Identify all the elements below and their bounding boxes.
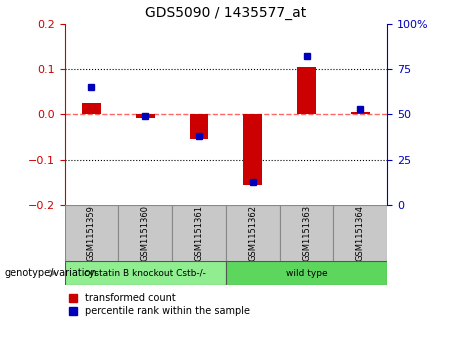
Title: GDS5090 / 1435577_at: GDS5090 / 1435577_at (145, 6, 307, 20)
Text: wild type: wild type (286, 269, 327, 278)
Bar (136, 114, 154, 118)
Bar (297, 67, 316, 114)
Bar (226, 261, 387, 285)
Bar (280, 205, 333, 261)
Bar (243, 114, 262, 185)
Text: GSM1151360: GSM1151360 (141, 205, 150, 261)
Text: GSM1151359: GSM1151359 (87, 205, 96, 261)
Bar (172, 205, 226, 261)
Text: cystatin B knockout Cstb-/-: cystatin B knockout Cstb-/- (84, 269, 206, 278)
Text: genotype/variation: genotype/variation (5, 268, 97, 278)
Bar (333, 205, 387, 261)
Bar (351, 112, 370, 114)
Text: GSM1151361: GSM1151361 (195, 205, 203, 261)
Text: GSM1151362: GSM1151362 (248, 205, 257, 261)
Bar (82, 103, 101, 114)
Legend: transformed count, percentile rank within the sample: transformed count, percentile rank withi… (70, 293, 250, 317)
Bar (65, 205, 118, 261)
Text: GSM1151363: GSM1151363 (302, 205, 311, 261)
Bar (118, 205, 172, 261)
Bar (226, 205, 280, 261)
Bar (65, 261, 226, 285)
Bar (189, 114, 208, 139)
Text: GSM1151364: GSM1151364 (356, 205, 365, 261)
